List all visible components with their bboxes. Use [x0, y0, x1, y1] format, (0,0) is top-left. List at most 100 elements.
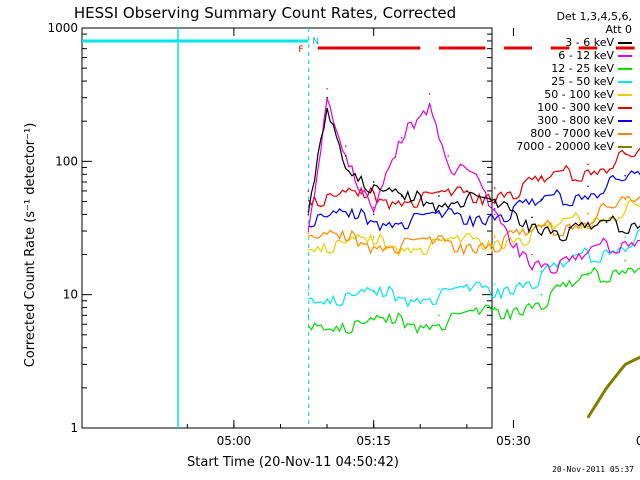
legend-entry: 300 - 800 keV — [500, 114, 632, 127]
series-line — [308, 199, 640, 257]
data-point — [447, 155, 450, 157]
legend-entry: 50 - 100 keV — [500, 88, 632, 101]
y-tick-label: 1 — [70, 421, 78, 435]
data-point — [605, 221, 608, 223]
flare-flag-label: F — [298, 45, 303, 55]
data-point — [587, 185, 589, 188]
data-point — [624, 363, 627, 366]
data-point — [344, 145, 347, 147]
legend-header-line-2: Att 0 — [605, 23, 632, 36]
legend-entry: 6 - 12 keV — [500, 49, 632, 62]
legend-swatch — [618, 93, 632, 96]
data-point — [587, 213, 589, 216]
data-point — [326, 87, 328, 90]
legend-swatch — [618, 145, 632, 148]
data-point — [540, 270, 543, 272]
data-point — [605, 387, 608, 389]
y-tick-label: 1000 — [47, 21, 78, 35]
data-point — [587, 212, 589, 214]
data-point — [568, 226, 571, 229]
legend-entry: 3 - 6 keV — [500, 36, 632, 49]
series-line — [307, 147, 640, 211]
series-line — [307, 98, 640, 274]
legend-swatch — [618, 41, 632, 44]
data-point — [400, 137, 403, 139]
data-point — [587, 416, 589, 419]
x-tick-label: 05:15 — [356, 434, 391, 448]
data-point — [438, 314, 440, 317]
data-point — [344, 155, 347, 157]
legend: Det 1,3,4,5,6, Att 0 3 - 6 keV 6 - 12 ke… — [500, 10, 632, 153]
legend-swatch — [618, 67, 632, 70]
data-point — [624, 198, 627, 200]
series-line — [308, 195, 640, 256]
series-line — [308, 229, 640, 308]
data-point — [624, 152, 627, 155]
data-point — [372, 181, 375, 183]
data-point — [493, 236, 496, 238]
data-point — [493, 213, 496, 216]
data-point — [540, 177, 543, 179]
data-point — [438, 288, 440, 290]
data-point — [372, 192, 375, 194]
data-marks: FN — [82, 28, 640, 428]
legend-label: 800 - 7000 keV — [530, 127, 614, 140]
chart-title: HESSI Observing Summary Count Rates, Cor… — [74, 4, 456, 22]
night-flag-label: N — [312, 37, 319, 47]
data-point — [372, 318, 375, 321]
legend-header-line-1: Det 1,3,4,5,6, — [556, 10, 632, 23]
data-point — [307, 230, 310, 232]
data-point — [587, 274, 589, 276]
x-tick-label: 05:00 — [217, 434, 252, 448]
series-line — [307, 266, 640, 335]
data-point — [624, 236, 627, 238]
data-point — [540, 293, 543, 296]
data-point — [438, 238, 440, 241]
legend-label: 100 - 300 keV — [537, 101, 614, 114]
data-point — [493, 200, 496, 203]
legend-entry: 12 - 25 keV — [500, 62, 632, 75]
legend-label: 25 - 50 keV — [551, 75, 614, 88]
legend-entry: 25 - 50 keV — [500, 75, 632, 88]
legend-label: 6 - 12 keV — [558, 49, 614, 62]
data-point — [438, 191, 440, 193]
timestamp: 20-Nov-2011 05:37 — [552, 465, 634, 474]
legend-swatch — [618, 132, 632, 135]
legend-label: 300 - 800 keV — [537, 114, 614, 127]
data-point — [493, 283, 496, 285]
data-point — [531, 253, 533, 256]
legend-swatch — [618, 106, 632, 109]
legend-entry: 100 - 300 keV — [500, 101, 632, 114]
legend-label: 7000 - 20000 keV — [516, 140, 614, 153]
x-axis-label: Start Time (20-Nov-11 04:50:42) — [187, 455, 399, 470]
data-point — [307, 288, 310, 290]
data-point — [307, 232, 310, 234]
y-tick-label: 10 — [63, 288, 78, 302]
data-point — [307, 314, 310, 317]
legend-swatch — [618, 119, 632, 122]
data-point — [540, 198, 543, 200]
data-point — [307, 190, 310, 192]
data-point — [531, 216, 533, 219]
data-point — [568, 259, 571, 262]
y-axis-label: Corrected Count Rate (s⁻¹ detector⁻¹) — [23, 123, 38, 368]
series-line — [586, 355, 640, 419]
axes: 05:0005:1505:3005:4506:0006:1506:3011010… — [47, 21, 640, 448]
data-point — [438, 195, 440, 197]
legend-swatch — [618, 80, 632, 83]
legend-entry: 800 - 7000 keV — [500, 127, 632, 140]
data-point — [466, 190, 468, 192]
legend-label: 50 - 100 keV — [544, 88, 614, 101]
data-point — [428, 93, 431, 95]
data-point — [605, 240, 608, 243]
data-point — [400, 195, 403, 197]
data-point — [372, 238, 375, 241]
data-point — [493, 187, 496, 189]
series-line — [307, 107, 640, 242]
data-point — [307, 236, 310, 238]
data-point — [493, 306, 496, 309]
data-point — [372, 206, 375, 209]
legend-label: 3 - 6 keV — [565, 36, 614, 49]
x-tick-label: 05:30 — [496, 434, 531, 448]
